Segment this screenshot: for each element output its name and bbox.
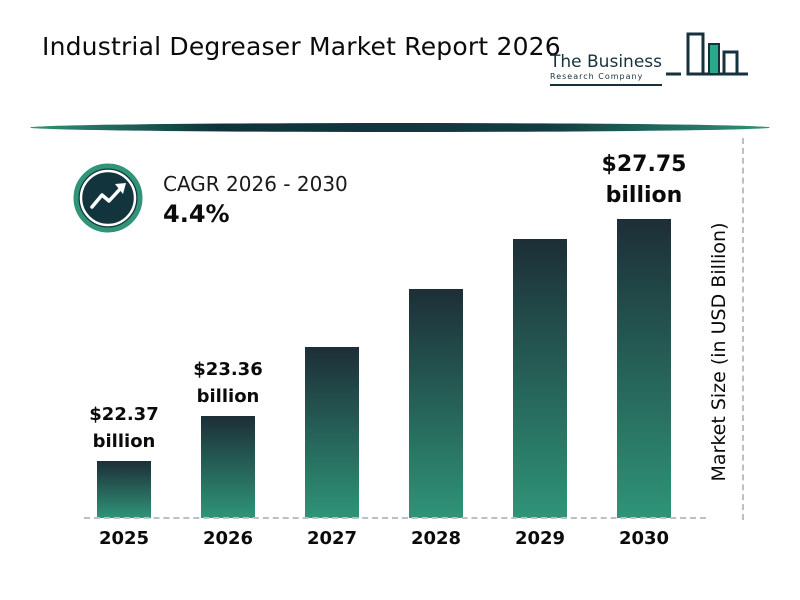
- section-divider: [30, 123, 770, 132]
- company-logo-name: The Business: [550, 52, 662, 73]
- right-dashed-line: [742, 138, 744, 520]
- x-tick-2028: 2028: [410, 528, 462, 549]
- company-logo-subname: Research Company: [550, 72, 644, 81]
- cagr-period-label: CAGR 2026 - 2030: [163, 172, 348, 196]
- bar-2029: [513, 239, 567, 518]
- bar-2030: [617, 219, 671, 518]
- page-title: Industrial Degreaser Market Report 2026: [42, 32, 561, 61]
- y-axis-label: Market Size (in USD Billion): [708, 222, 730, 482]
- x-axis-dashed-line: [84, 517, 706, 519]
- data-label-2025: $22.37 billion: [89, 403, 159, 452]
- data-label-2026: $23.36 billion: [193, 358, 263, 407]
- cagr-value: 4.4%: [163, 200, 230, 228]
- bar-2027: [305, 347, 359, 518]
- company-logo: The Business Research Company: [550, 30, 748, 100]
- x-tick-2029: 2029: [514, 528, 566, 549]
- bar-chart-logo-icon: [666, 30, 748, 100]
- bar-2028: [409, 289, 463, 518]
- x-tick-2026: 2026: [202, 528, 254, 549]
- x-tick-2027: 2027: [306, 528, 358, 549]
- bar-2026: [201, 416, 255, 518]
- bar-2025: [97, 461, 151, 518]
- x-tick-2030: 2030: [618, 528, 670, 549]
- company-logo-text: The Business Research Company: [550, 52, 662, 86]
- data-label-2030: $27.75 billion: [601, 152, 687, 209]
- x-tick-2025: 2025: [98, 528, 150, 549]
- growth-trend-icon: [72, 162, 144, 238]
